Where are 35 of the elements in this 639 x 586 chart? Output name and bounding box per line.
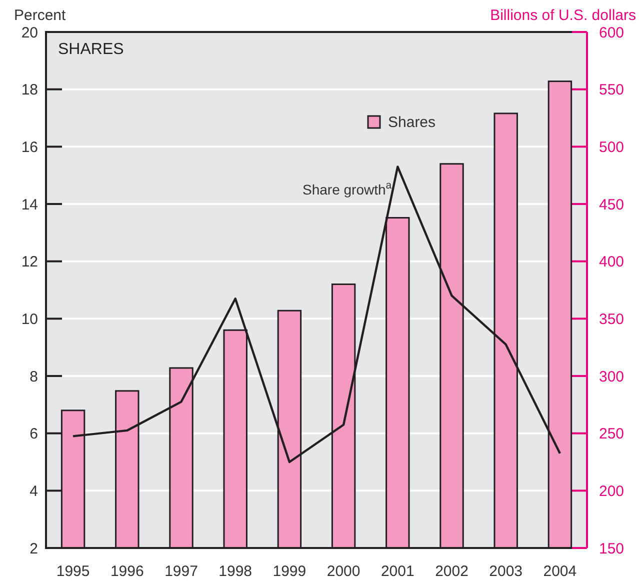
y2-tick-label: 150: [599, 540, 624, 558]
y-tick-label: 14: [21, 196, 38, 214]
y-tick-label: 4: [30, 482, 38, 500]
x-tick-label: 1996: [110, 563, 144, 580]
y2-tick-label: 600: [599, 24, 624, 42]
y2-tick-label: 300: [599, 368, 624, 386]
series-label: Share growth$^{a}$: [302, 180, 392, 198]
x-tick-label: 2000: [326, 563, 360, 580]
y2-tick-label: 450: [599, 196, 624, 214]
y-tick-label: 16: [21, 138, 38, 156]
text: SHARES: [58, 41, 124, 58]
x-tick-label: 2004: [543, 563, 577, 580]
y-tick-label: 2: [30, 540, 38, 558]
y2-axis-title: Billions of U.S. dollars: [490, 7, 636, 24]
x-tick-label: 2001: [380, 563, 414, 580]
y-tick-label: 18: [21, 82, 38, 99]
y-tick-label: 10: [21, 310, 38, 328]
x-tick-label: 2003: [489, 563, 523, 580]
y2-tick-label: 500: [599, 138, 624, 156]
y-tick-label: 6: [30, 426, 38, 443]
legend-label: Shares: [388, 114, 436, 131]
x-tick-label: 1998: [218, 563, 252, 580]
y-tick-label: 8: [30, 368, 38, 386]
y2-tick-label: 250: [599, 426, 624, 443]
x-tick-label: 2002: [435, 563, 468, 580]
x-tick-label: 1995: [56, 563, 90, 580]
y-tick-label: 12: [21, 254, 38, 271]
x-tick-label: 1999: [272, 563, 306, 580]
y-axis-title: Percent: [14, 7, 67, 24]
y2-tick-label: 350: [599, 310, 624, 328]
x-tick-label: 1997: [164, 563, 198, 580]
y2-tick-label: 200: [599, 482, 624, 500]
y-tick-label: 20: [21, 24, 38, 42]
y2-tick-label: 550: [599, 82, 624, 99]
y2-tick-label: 400: [599, 254, 624, 271]
